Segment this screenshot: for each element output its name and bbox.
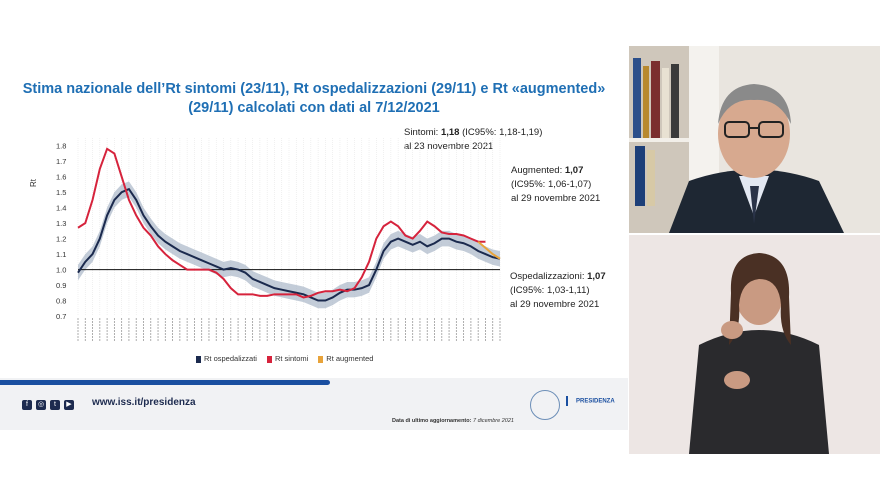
last-update: Data di ultimo aggiornamento: 7 dicembre… (392, 418, 514, 424)
footer-stripe (0, 380, 330, 385)
annotation-sintomi: Sintomi: 1,18 (IC95%: 1,18-1,19) al 23 n… (404, 126, 542, 154)
legend-item-augmented: Rt augmented (318, 354, 373, 363)
annotation-ci: (IC95%: 1,06-1,07) (511, 179, 592, 190)
website-url[interactable]: www.iss.it/presidenza (92, 397, 196, 408)
update-label: Data di ultimo aggiornamento: (392, 418, 472, 424)
annotation-ospedalizzazioni: Ospedalizzazioni: 1,07 (IC95%: 1,03-1,11… (510, 270, 606, 312)
legend-label: Rt ospedalizzati (204, 354, 257, 363)
y-tick-label: 1.0 (56, 266, 66, 275)
rt-line-chart: 0.7 0.8 0.9 1.0 1.1 1.2 1.3 1.4 1.5 1.6 1.7 1.8 Rt (29, 138, 501, 342)
slide-footer (0, 378, 628, 430)
facebook-icon[interactable]: f (22, 400, 32, 410)
legend-swatch (318, 355, 324, 363)
annotation-value: 1,18 (440, 127, 460, 138)
iss-logo (530, 390, 560, 420)
social-icons: f ◎ t ▶ (22, 400, 74, 410)
sign-interpreter-video (629, 235, 880, 454)
y-tick-label: 1.4 (56, 204, 66, 213)
presidenza-logo: PRESIDENZA (566, 396, 615, 406)
annotation-value: 1,07 (564, 165, 584, 176)
speaker-video-frame (629, 46, 880, 233)
y-tick-label: 0.9 (56, 281, 66, 290)
presidenza-label: PRESIDENZA (576, 398, 615, 405)
annotation-label: Ospedalizzazioni: (510, 271, 585, 282)
annotation-label: Augmented: (511, 165, 563, 176)
y-axis-label: Rt (29, 178, 38, 187)
legend-item-ospedalizzati: Rt ospedalizzati (196, 354, 257, 363)
title-line-2: (29/11) calcolati con dati al 7/12/2021 (188, 100, 440, 116)
annotation-ci: (IC95%: 1,03-1,11) (510, 285, 590, 296)
speaker-video (629, 46, 880, 233)
annotation-date: al 29 novembre 2021 (510, 299, 600, 310)
y-tick-label: 1.3 (56, 219, 66, 228)
series-line (77, 187, 501, 302)
series-line (77, 147, 486, 299)
annotation-value: 1,07 (587, 271, 606, 282)
youtube-icon[interactable]: ▶ (64, 400, 74, 410)
annotation-label: Sintomi: (404, 127, 439, 138)
annotation-date: al 23 novembre 2021 (404, 141, 494, 152)
y-tick-label: 1.2 (56, 235, 66, 244)
legend-swatch (266, 355, 272, 363)
annotation-augmented: Augmented: 1,07 (IC95%: 1,06-1,07) al 29… (511, 164, 600, 206)
y-tick-label: 0.8 (56, 297, 66, 306)
title-line-1: Stima nazionale dell’Rt sintomi (23/11),… (22, 81, 606, 97)
twitter-icon[interactable]: t (50, 400, 60, 410)
y-tick-label: 0.7 (56, 312, 66, 321)
legend-swatch (196, 355, 201, 363)
update-date: 7 dicembre 2021 (472, 418, 514, 424)
annotation-ci: (IC95%: 1,18-1,19) (462, 127, 543, 138)
y-tick-label: 1.1 (56, 250, 66, 259)
legend-label: Rt sintomi (274, 354, 309, 363)
legend-item-sintomi: Rt sintomi (266, 354, 309, 363)
slide-title: Stima nazionale dell’Rt sintomi (23/11),… (0, 80, 628, 118)
y-tick-label: 1.5 (56, 188, 66, 197)
instagram-icon[interactable]: ◎ (36, 400, 46, 410)
y-tick-label: 1.6 (56, 173, 66, 182)
chart-legend: Rt ospedalizzati Rt sintomi Rt augmented (196, 354, 373, 363)
series-line (477, 240, 501, 260)
y-tick-label: 1.7 (56, 157, 66, 166)
interpreter-video-frame (629, 235, 880, 454)
presidenza-mark (566, 396, 574, 406)
slide-panel: Stima nazionale dell’Rt sintomi (23/11),… (0, 46, 628, 430)
legend-label: Rt augmented (326, 354, 374, 363)
y-tick-label: 1.8 (56, 142, 66, 151)
annotation-date: al 29 novembre 2021 (511, 193, 601, 204)
